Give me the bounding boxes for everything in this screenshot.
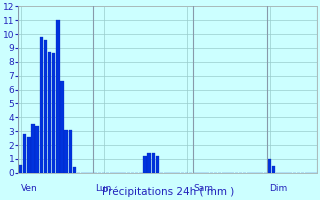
Text: Sam: Sam — [193, 184, 213, 193]
Bar — [39, 37, 43, 173]
Bar — [48, 52, 51, 173]
Bar — [60, 81, 64, 173]
Bar — [35, 126, 39, 173]
Bar — [52, 53, 55, 173]
Bar — [27, 137, 31, 173]
Bar — [31, 124, 35, 173]
Bar — [19, 165, 22, 173]
Bar — [268, 159, 271, 173]
Bar — [23, 134, 27, 173]
Bar — [156, 156, 159, 173]
Bar — [64, 130, 68, 173]
Bar — [272, 166, 276, 173]
X-axis label: Précipitations 24h ( mm ): Précipitations 24h ( mm ) — [102, 187, 234, 197]
Bar — [44, 40, 47, 173]
Bar — [73, 167, 76, 173]
Bar — [148, 153, 151, 173]
Bar — [143, 156, 147, 173]
Text: Dim: Dim — [269, 184, 287, 193]
Bar — [152, 153, 155, 173]
Text: Ven: Ven — [20, 184, 37, 193]
Text: Lun: Lun — [95, 184, 112, 193]
Bar — [56, 20, 60, 173]
Bar — [68, 130, 72, 173]
